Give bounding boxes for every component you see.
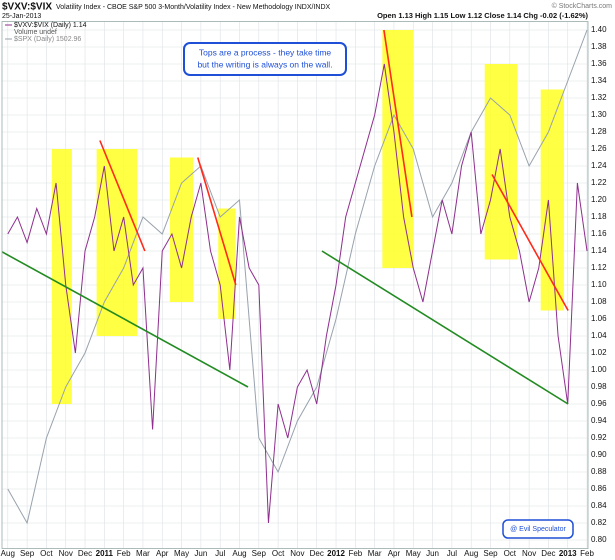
y-tick-label: 1.24 [591, 161, 607, 170]
annotation: but the writing is always on the wall. [197, 59, 332, 69]
y-tick-label: 1.16 [591, 229, 607, 238]
y-tick-label: 1.28 [591, 127, 607, 136]
x-tick-label: Mar [368, 549, 382, 558]
y-tick-label: 0.90 [591, 450, 607, 459]
y-tick-label: 1.32 [591, 93, 607, 102]
y-tick-label: 1.14 [591, 246, 607, 255]
x-tick-label: May [174, 549, 189, 558]
highlight-box [51, 149, 72, 404]
trend-line [1, 251, 249, 388]
x-tick-label: Nov [290, 549, 304, 558]
x-tick-label: Apr [156, 549, 169, 558]
series-line [7, 63, 588, 524]
y-tick-label: 1.34 [591, 76, 607, 85]
y-tick-label: 1.00 [591, 365, 607, 374]
highlight-box [540, 89, 564, 311]
y-tick-label: 0.96 [591, 399, 607, 408]
y-tick-label: 1.26 [591, 144, 607, 153]
y-tick-label: 1.10 [591, 280, 607, 289]
trend-line [383, 29, 413, 218]
x-tick-label: Oct [40, 549, 53, 558]
highlight-box [218, 208, 236, 319]
x-tick-label: Aug [1, 549, 15, 558]
y-tick-label: 1.30 [591, 110, 607, 119]
y-tick-label: 1.36 [591, 59, 607, 68]
plot-frame [1, 21, 589, 549]
x-tick-label: Jun [194, 549, 207, 558]
x-tick-label: Jul [447, 549, 457, 558]
x-tick-label: Sep [252, 549, 267, 558]
x-tick-label: Dec [541, 549, 555, 558]
y-tick-label: 1.06 [591, 314, 607, 323]
y-tick-label: 0.82 [591, 518, 607, 527]
y-tick-label: 1.04 [591, 331, 607, 340]
y-tick-label: 0.94 [591, 416, 607, 425]
x-tick-label: Nov [59, 549, 73, 558]
plot-area [1, 21, 588, 549]
y-tick-label: 1.38 [591, 42, 607, 51]
y-tick-label: 0.86 [591, 484, 607, 493]
chart-title: Volatility Index - CBOE S&P 500 3-Month/… [56, 4, 330, 11]
x-tick-label: Apr [388, 549, 401, 558]
x-tick-label: Aug [232, 549, 246, 558]
y-tick-label: 0.92 [591, 433, 607, 442]
x-tick-label: Jun [426, 549, 439, 558]
x-tick-label: Nov [522, 549, 536, 558]
y-tick-label: 1.08 [591, 297, 607, 306]
x-tick-label: Oct [504, 549, 517, 558]
x-tick-label: Feb [348, 549, 362, 558]
y-tick-label: 0.88 [591, 467, 607, 476]
x-tick-label: Aug [464, 549, 478, 558]
volume-note: Volume undef [14, 29, 57, 36]
series-line [7, 29, 588, 525]
trend-line [99, 140, 146, 252]
highlight-box [484, 64, 518, 260]
x-tick-label: Dec [310, 549, 324, 558]
quote: Open 1.13 High 1.15 Low 1.12 Close 1.14 … [377, 11, 588, 20]
y-tick-label: 1.02 [591, 348, 607, 357]
x-tick-label: Dec [78, 549, 92, 558]
x-tick-label: Feb [117, 549, 131, 558]
chart-date: 25-Jan-2013 [2, 13, 41, 20]
credit-box [502, 519, 574, 539]
y-tick-label: 0.80 [591, 535, 607, 544]
y-tick-label: 0.98 [591, 382, 607, 391]
x-tick-label: May [406, 549, 421, 558]
legend-entry: $VXV:$VIX (Daily) 1.14 [14, 22, 87, 29]
highlight-box [382, 30, 414, 268]
annotation-box [183, 42, 347, 76]
x-tick-label: 2013 [559, 549, 577, 558]
x-tick-label: Jul [215, 549, 225, 558]
y-tick-label: 1.20 [591, 195, 607, 204]
trend-line [491, 174, 569, 311]
x-tick-label: Mar [136, 549, 150, 558]
x-tick-label: Sep [20, 549, 35, 558]
x-tick-label: 2012 [327, 549, 345, 558]
legend-entry: $SPX (Daily) 1502.96 [14, 36, 81, 43]
symbol: $VXV:$VIX [2, 2, 52, 13]
trend-line [197, 157, 237, 286]
annotation: Tops are a process - they take time [199, 47, 332, 57]
x-tick-label: 2011 [96, 549, 114, 558]
credit: @ Evil Speculator [510, 526, 566, 533]
x-tick-label: Sep [483, 549, 498, 558]
trend-line [321, 250, 569, 405]
y-tick-label: 1.18 [591, 212, 607, 221]
x-tick-label: Feb [580, 549, 594, 558]
y-tick-label: 0.84 [591, 501, 607, 510]
x-tick-label: Oct [272, 549, 285, 558]
y-tick-label: 1.22 [591, 178, 607, 187]
highlight-box [169, 157, 194, 302]
y-tick-label: 1.40 [591, 25, 607, 34]
y-tick-label: 1.12 [591, 263, 607, 272]
source: © StockCharts.com [552, 2, 613, 10]
